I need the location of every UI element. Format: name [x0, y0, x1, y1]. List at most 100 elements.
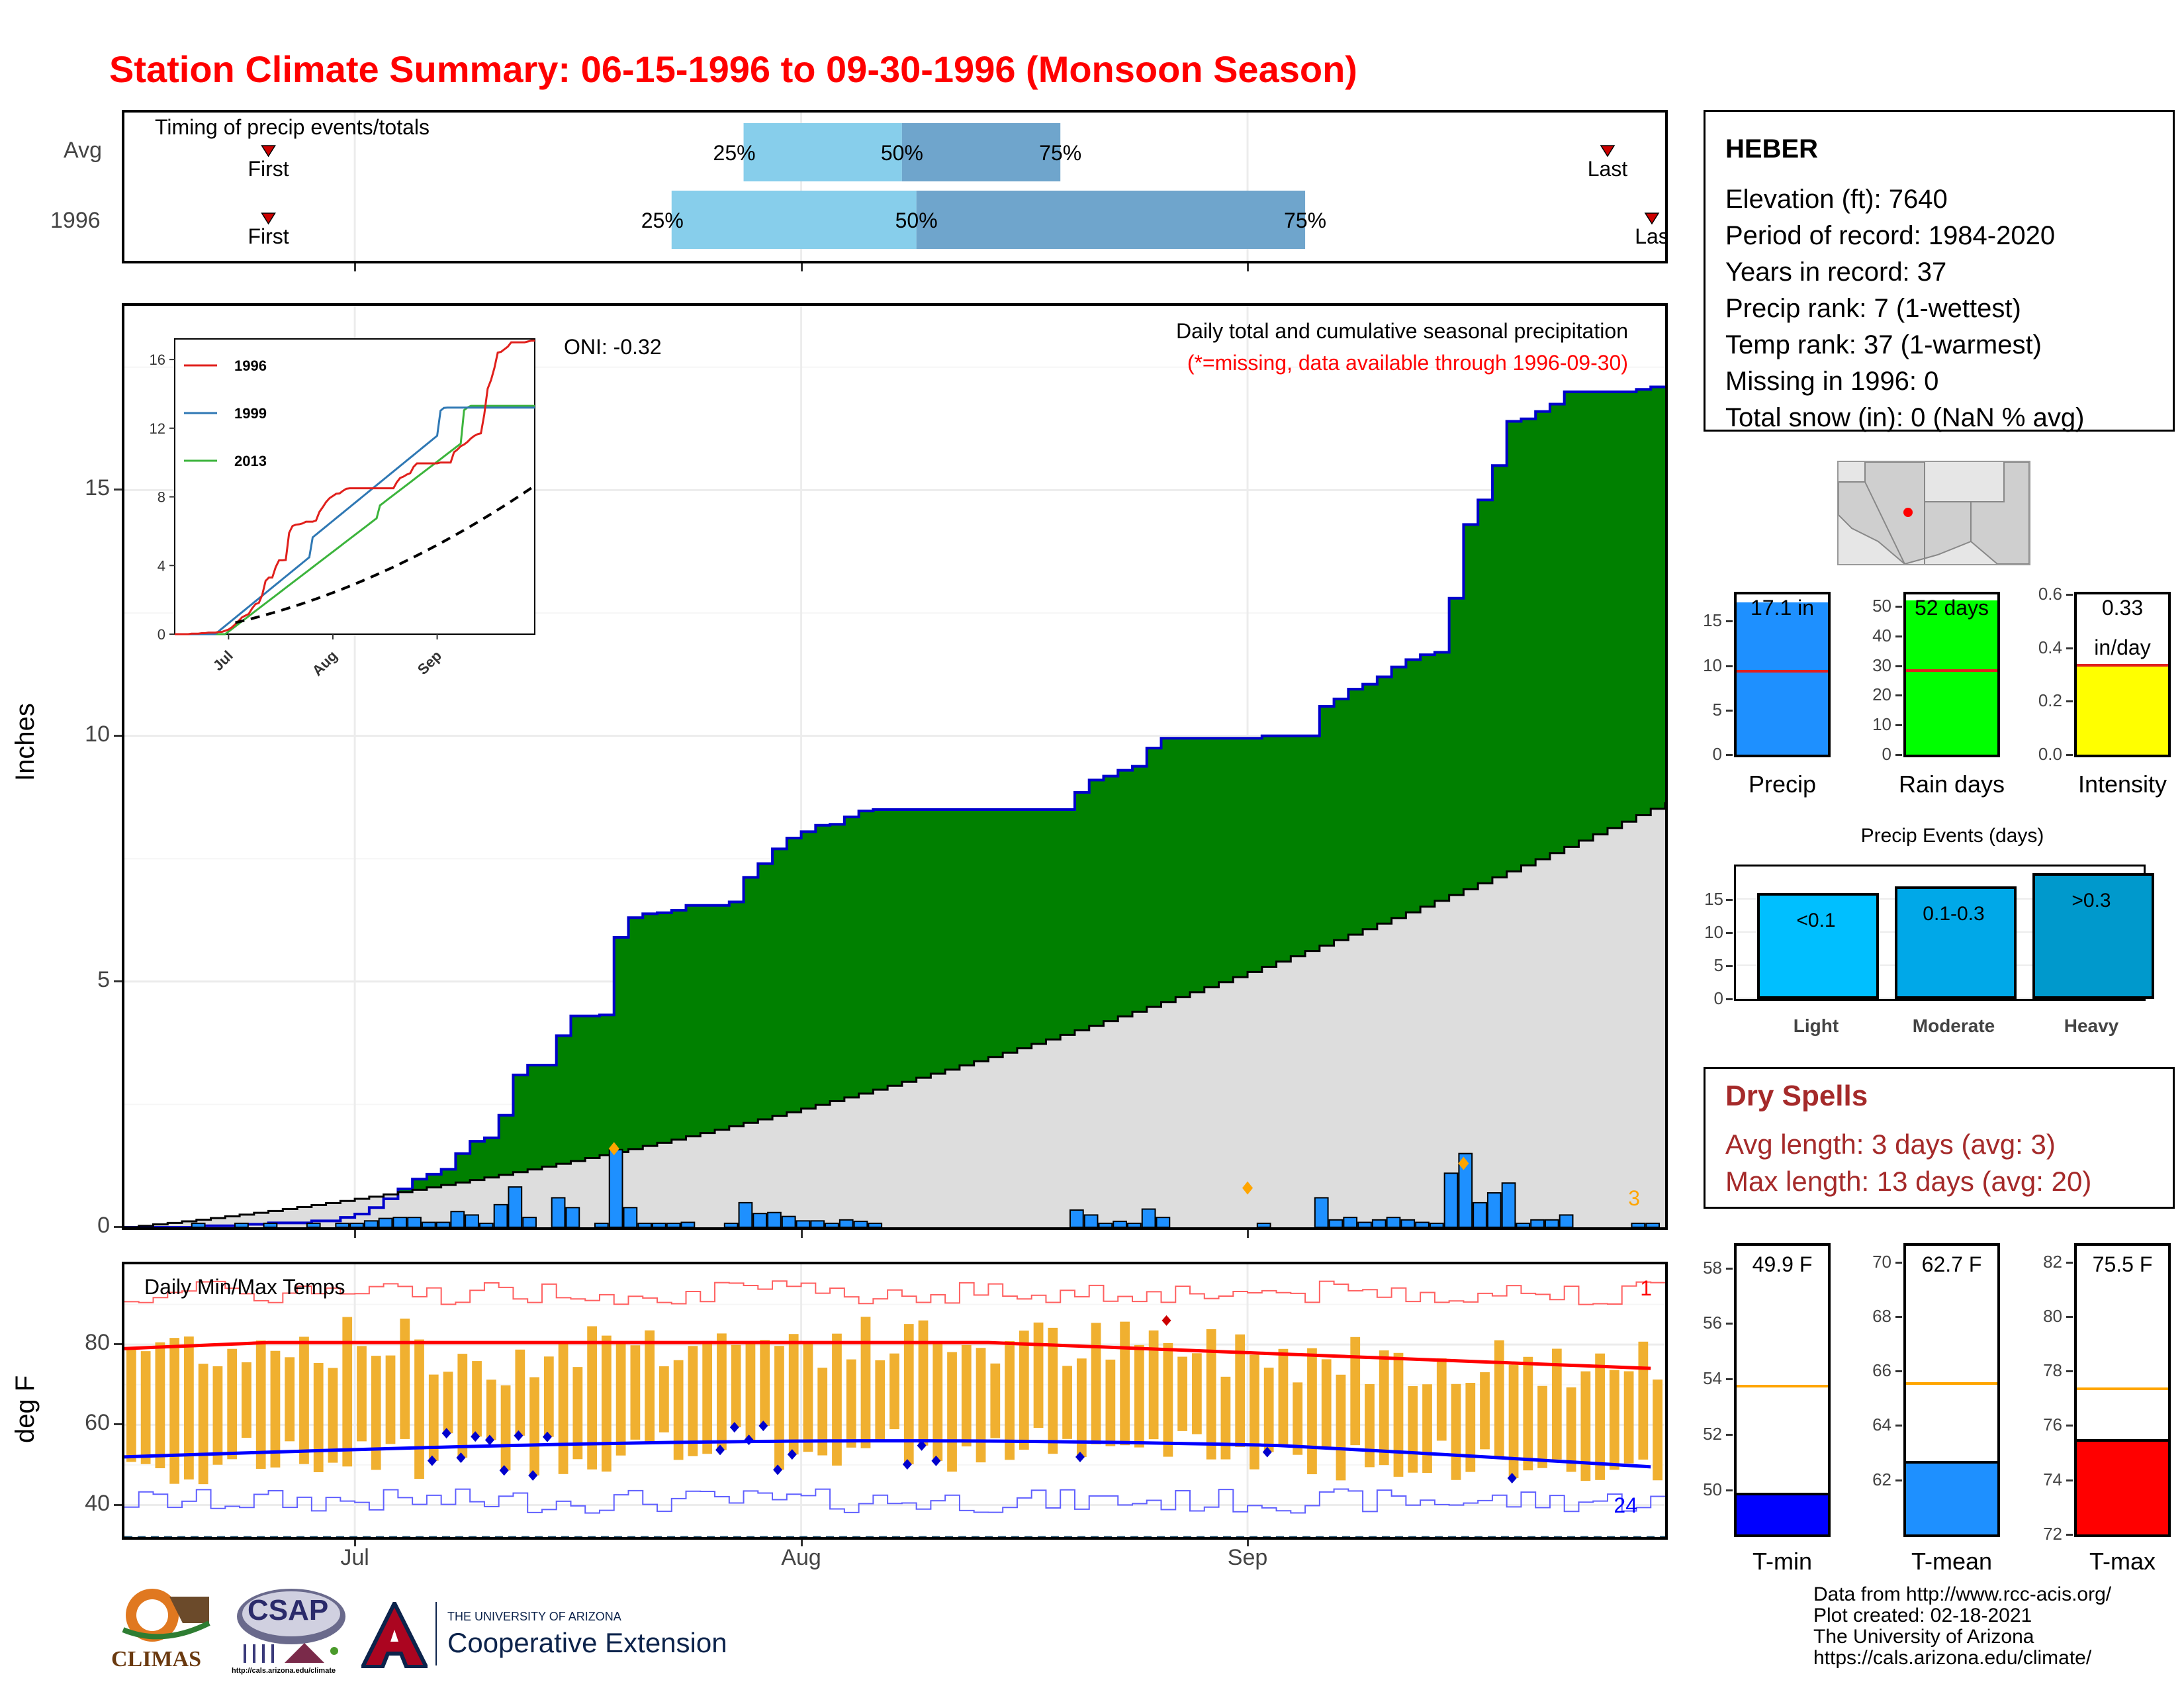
daily-temp-range: [1623, 1371, 1634, 1464]
inset-ytick-label: 12: [150, 420, 165, 437]
daily-temp-range: [1480, 1372, 1490, 1450]
footer-url: https://cals.arizona.edu/climate/: [1813, 1647, 2092, 1669]
temp-summary-ytick-mark: [1726, 1323, 1733, 1325]
last-marker: [1600, 145, 1615, 158]
record-max-line: [124, 1280, 1665, 1305]
daily-temp-range: [933, 1343, 943, 1461]
record-low-marker: [471, 1431, 480, 1442]
daily-precip-bar: [608, 1149, 623, 1227]
daily-precip-bar: [465, 1214, 479, 1227]
timing-bar-25-50: [671, 191, 917, 249]
oni-value: ONI: -0.32: [564, 335, 662, 359]
x-axis-tick-label: Aug: [781, 1545, 821, 1570]
summary-ytick-label: 20: [1872, 684, 1891, 705]
daily-temp-range: [242, 1362, 251, 1438]
daily-precip-bar: [810, 1220, 825, 1227]
daily-temp-range: [1192, 1353, 1202, 1434]
temp-ytick-mark: [114, 1503, 122, 1506]
daily-precip-bar: [508, 1186, 523, 1227]
daily-temp-range: [1408, 1386, 1418, 1473]
daily-temp-range: [140, 1351, 151, 1464]
daily-precip-bar: [522, 1217, 537, 1227]
daily-temp-range: [717, 1333, 727, 1450]
daily-precip-bar: [1530, 1219, 1545, 1227]
daily-temp-range: [587, 1326, 597, 1470]
daily-temp-range: [1307, 1348, 1317, 1475]
csap-cloud-icon: [237, 1589, 345, 1663]
timing-chart: 25% 50% 75% First Last 25% 50% 75% First Las: [248, 113, 1665, 261]
daily-temp-range: [472, 1361, 482, 1437]
csap-url: http://cals.arizona.edu/climate: [232, 1667, 336, 1675]
summary-ytick-mark: [1895, 665, 1902, 667]
temp-summary-avg-line: [1737, 1384, 1828, 1387]
record-low-marker: [773, 1464, 783, 1476]
daily-precip-bar: [392, 1217, 408, 1227]
station-years: Years in record: 37: [1725, 258, 1947, 287]
daily-temp-range: [976, 1348, 986, 1463]
events-ytick-mark: [1726, 899, 1733, 901]
daily-temp-range: [1436, 1358, 1447, 1441]
temp-ytick-label: 80: [85, 1330, 110, 1356]
daily-precip-bar: [853, 1221, 868, 1227]
summary-ytick-label: 0.0: [2038, 744, 2062, 764]
daily-temp-range: [198, 1364, 208, 1485]
record-low-marker: [917, 1440, 927, 1451]
timing-label-25: 25%: [641, 209, 684, 232]
daily-precip-bar: [796, 1220, 811, 1227]
corner-count: 3: [1628, 1186, 1640, 1210]
daily-temp-range: [1393, 1352, 1404, 1477]
daily-temp-range: [1537, 1385, 1547, 1468]
record-low-marker: [787, 1449, 797, 1460]
station-missing: Missing in 1996: 0: [1725, 367, 1939, 396]
daily-temp-range: [443, 1372, 453, 1434]
timing-panel: 25% 50% 75% First Last 25% 50% 75% First Las Timi…: [122, 110, 1668, 263]
record-low-marker: [758, 1421, 768, 1432]
summary-ytick-mark: [2066, 594, 2073, 596]
avg-min-line: [124, 1439, 1651, 1469]
record-low-marker: [441, 1428, 451, 1439]
summary-frame: [2074, 592, 2171, 757]
inset-legend-label: 2013: [234, 453, 267, 469]
temp-summary-avg-line: [1906, 1382, 1997, 1385]
temp-summary-ytick-mark: [1895, 1479, 1902, 1481]
x-axis-tick-mark: [354, 1230, 357, 1238]
record-low-marker: [427, 1455, 437, 1466]
summary-ytick-mark: [1726, 754, 1733, 756]
main-ytick-label: 10: [85, 721, 110, 747]
temp-summary-value: 49.9 F: [1752, 1252, 1813, 1276]
daily-precip-bar: [378, 1217, 393, 1227]
daily-precip-bar: [767, 1211, 782, 1227]
x-axis-tick-mark: [1247, 1540, 1250, 1546]
temp-summary-name: T-min: [1752, 1548, 1812, 1575]
main-ylabel: Inches: [11, 703, 40, 781]
daily-precip-bar: [680, 1221, 696, 1227]
temp-summary-ytick-label: 80: [2043, 1305, 2062, 1326]
daily-temp-range: [889, 1353, 899, 1430]
temp-chart: [124, 1264, 1665, 1537]
daily-temp-range: [1494, 1340, 1504, 1458]
temp-ytick-mark: [114, 1423, 122, 1426]
daily-temp-range: [1220, 1376, 1231, 1460]
daily-precip-bar: [1343, 1217, 1358, 1227]
temp-summary-ytick-mark: [1726, 1378, 1733, 1381]
daily-temp-range: [1566, 1387, 1576, 1472]
precip-legend-title: Daily total and cumulative seasonal prec…: [1175, 319, 1628, 343]
main-ytick-label: 0: [97, 1213, 110, 1238]
summary-ytick-label: 0.2: [2038, 690, 2062, 711]
daily-temp-range: [270, 1350, 281, 1468]
daily-temp-range: [371, 1356, 381, 1470]
first-marker: [261, 145, 276, 158]
daily-temp-range: [990, 1363, 1001, 1438]
summary-ytick-mark: [2066, 647, 2073, 649]
inset-xtick-label: Jul: [210, 647, 236, 674]
daily-precip-bar: [839, 1219, 854, 1227]
daily-precip-bar: [752, 1213, 768, 1227]
daily-temp-range: [1091, 1323, 1101, 1444]
timing-label-75: 75%: [1039, 141, 1081, 165]
record-low-marker: [528, 1470, 538, 1481]
summary-value-label: 52 days: [1914, 596, 1989, 620]
daily-temp-range: [529, 1377, 539, 1476]
summary-avg-line: [1737, 670, 1828, 673]
summary-ytick-label: 0.4: [2038, 637, 2062, 657]
daily-temp-range: [1048, 1327, 1058, 1454]
